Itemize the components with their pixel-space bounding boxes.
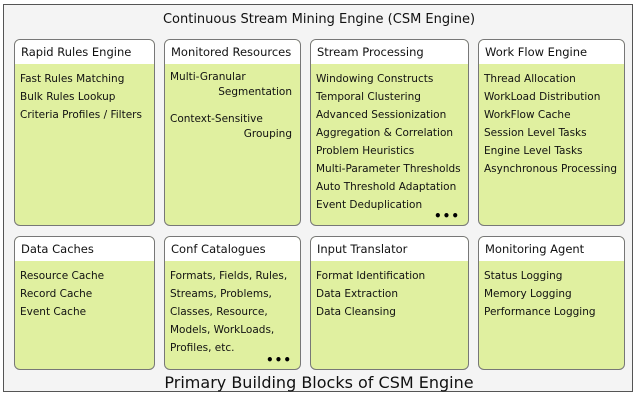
block-title: Conf Catalogues — [165, 237, 300, 261]
block-title: Stream Processing — [311, 40, 468, 64]
block-item: Bulk Rules Lookup — [20, 91, 116, 103]
block-item: WorkLoad Distribution — [484, 91, 601, 103]
block-item: Format Identification — [316, 270, 426, 282]
block-monitoring-agent: Monitoring Agent Status Logging Memory Log… — [478, 236, 625, 370]
diagram-footer: Primary Building Blocks of CSM Engine — [164, 373, 474, 392]
block-monitored-resources: Monitored Resources Multi-Granular Segment… — [164, 39, 301, 226]
block-item: WorkFlow Cache — [484, 109, 571, 121]
block-item: Auto Threshold Adaptation — [316, 181, 457, 193]
block-data-caches: Data Caches Resource Cache Record Cache Eve… — [14, 236, 155, 370]
block-item: Memory Logging — [484, 288, 572, 300]
block-item: Session Level Tasks — [484, 127, 587, 139]
block-item: Event Cache — [20, 306, 87, 318]
more-ellipsis-icon: ••• — [433, 209, 460, 223]
block-item: Profiles, etc. — [170, 342, 235, 354]
block-item: Engine Level Tasks — [484, 145, 583, 157]
block-rapid-rules-engine: Rapid Rules Engine Fast Rules Matching Bul… — [14, 39, 155, 226]
block-item: Event Deduplication — [316, 199, 423, 211]
block-item: Status Logging — [484, 270, 563, 282]
block-item: Criteria Profiles / Filters — [20, 109, 142, 121]
block-item-line: Context-Sensitive — [170, 113, 263, 125]
block-item: Problem Heuristics — [316, 145, 415, 157]
block-item: Streams, Problems, — [170, 288, 272, 300]
block-title: Work Flow Engine — [479, 40, 624, 64]
block-work-flow-engine: Work Flow Engine Thread Allocation WorkLoa… — [478, 39, 625, 226]
block-title: Monitored Resources — [165, 40, 300, 64]
block-item: Thread Allocation — [484, 73, 576, 85]
block-stream-processing: Stream Processing Windowing Constructs Tem… — [310, 39, 469, 226]
block-item: Formats, Fields, Rules, — [170, 270, 288, 282]
block-conf-catalogues: Conf Catalogues Formats, Fields, Rules, St… — [164, 236, 301, 370]
block-item: Advanced Sessionization — [316, 109, 447, 121]
block-item: Multi-Parameter Thresholds — [316, 163, 461, 175]
block-item: Resource Cache — [20, 270, 105, 282]
block-title: Input Translator — [311, 237, 468, 261]
block-item: Aggregation & Correlation — [316, 127, 454, 139]
block-item: Data Extraction — [316, 288, 399, 300]
block-input-translator: Input Translator Format Identification Dat… — [310, 236, 469, 370]
block-item: Classes, Resource, — [170, 306, 268, 318]
block-item: Performance Logging — [484, 306, 596, 318]
block-item-line: Segmentation — [218, 86, 292, 98]
block-item: Temporal Clustering — [316, 91, 421, 103]
block-item: Context-Sensitive Grouping — [170, 112, 300, 142]
block-title: Monitoring Agent — [479, 237, 624, 261]
block-item: Multi-Granular Segmentation — [170, 70, 300, 100]
block-item: Data Cleansing — [316, 306, 396, 318]
block-item: Windowing Constructs — [316, 73, 434, 85]
block-title: Rapid Rules Engine — [15, 40, 154, 64]
block-item: Fast Rules Matching — [20, 73, 125, 85]
block-item: Asynchronous Processing — [484, 163, 618, 175]
block-item: Record Cache — [20, 288, 93, 300]
block-item-line: Grouping — [243, 128, 292, 140]
diagram-title: Continuous Stream Mining Engine (CSM Eng… — [162, 12, 476, 27]
block-item: Models, WorkLoads, — [170, 324, 275, 336]
block-title: Data Caches — [15, 237, 154, 261]
block-item-line: Multi-Granular — [170, 71, 246, 83]
more-ellipsis-icon: ••• — [265, 353, 292, 367]
